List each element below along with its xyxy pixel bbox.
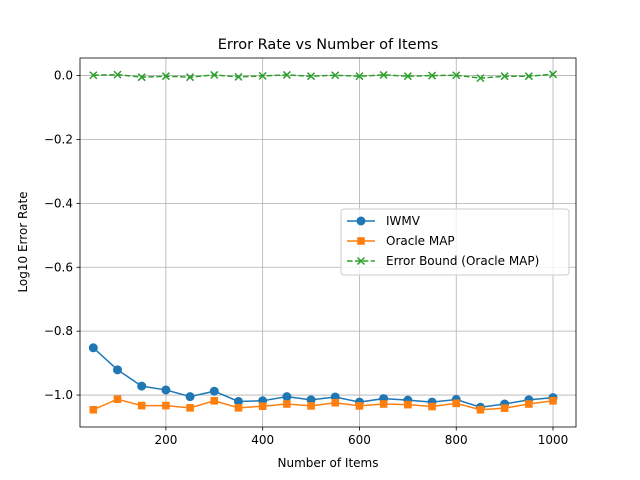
data-point [379, 70, 388, 79]
data-point [379, 400, 388, 408]
legend-marker [356, 256, 366, 266]
y-tick-label: −1.0 [44, 388, 73, 402]
data-point [452, 399, 461, 408]
data-point [234, 404, 243, 412]
legend-label: Error Bound (Oracle MAP) [386, 254, 539, 268]
data-point [355, 72, 364, 81]
data-point [476, 405, 485, 414]
series-line [93, 398, 554, 411]
data-point [186, 73, 195, 82]
data-point [137, 401, 146, 410]
y-tick-label: −0.8 [44, 324, 73, 338]
data-point [258, 402, 267, 411]
data-point [258, 71, 267, 80]
legend-label: IWMV [386, 214, 421, 228]
data-point [524, 72, 533, 81]
data-point [307, 72, 316, 81]
x-tick-label: 1000 [538, 433, 569, 447]
data-point [549, 397, 557, 405]
series-group [88, 70, 558, 414]
data-point [89, 71, 98, 80]
series-line [93, 73, 554, 79]
x-tick-label: 600 [348, 433, 371, 447]
legend-box [340, 208, 570, 276]
data-point [210, 70, 219, 79]
x-tick-label: 200 [154, 433, 177, 447]
data-point [476, 74, 485, 83]
x-axis: 200 400 600 800 1000 [154, 427, 568, 447]
series-line [92, 347, 554, 408]
data-point [89, 405, 98, 414]
data-point [404, 400, 412, 409]
data-point [185, 392, 195, 402]
y-tick-label: −0.6 [44, 260, 73, 274]
data-point [428, 402, 436, 411]
legend-marker [357, 237, 365, 245]
plot-frame [79, 57, 577, 428]
legend-marker [356, 216, 366, 226]
data-point [282, 70, 291, 79]
data-point [137, 73, 146, 82]
data-point [452, 71, 461, 80]
data-point [331, 71, 340, 80]
data-point [113, 365, 123, 375]
data-point [113, 395, 122, 404]
data-point [525, 400, 533, 408]
legend: IWMV Oracle MAP Error Bound (Oracle MAP) [340, 208, 570, 276]
data-point [428, 71, 437, 80]
series-2 [89, 395, 557, 414]
data-point [500, 72, 509, 81]
data-point [113, 70, 122, 79]
data-point [283, 400, 291, 408]
data-point [210, 397, 219, 405]
chart-title: Error Rate vs Number of Items [218, 37, 439, 53]
data-point [161, 72, 170, 81]
data-point [137, 381, 147, 391]
series-1 [88, 343, 558, 412]
x-tick-label: 800 [445, 433, 468, 447]
data-point [186, 404, 194, 412]
y-tick-label: −0.4 [44, 196, 73, 210]
data-point [548, 70, 558, 79]
y-tick-label: −0.2 [44, 132, 73, 146]
data-point [282, 392, 292, 402]
x-axis-label: Number of Items [278, 456, 379, 470]
data-point [500, 404, 509, 412]
legend-label: Oracle MAP [386, 234, 455, 248]
y-axis: 0.0 −0.2 −0.4 −0.6 −0.8 −1.0 [44, 69, 80, 402]
x-tick-label: 400 [251, 433, 274, 447]
data-point [355, 402, 364, 410]
data-point [161, 385, 171, 395]
series-3 [89, 70, 558, 83]
data-point [88, 343, 98, 353]
y-axis-label: Log10 Error Rate [16, 191, 30, 292]
y-tick-label: 0.0 [54, 69, 73, 83]
data-point [331, 398, 340, 407]
data-point [209, 386, 219, 396]
data-point [162, 401, 170, 410]
data-point [307, 402, 315, 410]
data-point [403, 72, 412, 81]
data-point [234, 72, 243, 81]
